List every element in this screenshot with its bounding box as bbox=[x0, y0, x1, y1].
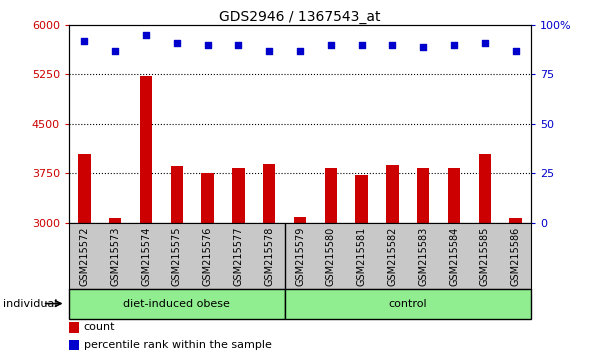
Text: control: control bbox=[388, 298, 427, 309]
Text: GSM215578: GSM215578 bbox=[264, 226, 274, 286]
Text: diet-induced obese: diet-induced obese bbox=[124, 298, 230, 309]
Point bbox=[141, 32, 151, 38]
Text: GSM215585: GSM215585 bbox=[480, 226, 490, 286]
Bar bbox=[69, 340, 79, 350]
Bar bbox=[69, 322, 79, 333]
Text: GSM215575: GSM215575 bbox=[172, 226, 182, 286]
Bar bbox=[202, 173, 214, 223]
Text: percentile rank within the sample: percentile rank within the sample bbox=[83, 340, 271, 350]
Bar bbox=[232, 167, 245, 223]
Point bbox=[480, 40, 490, 45]
Title: GDS2946 / 1367543_at: GDS2946 / 1367543_at bbox=[219, 10, 381, 24]
Point bbox=[388, 42, 397, 47]
Text: GSM215586: GSM215586 bbox=[511, 226, 521, 286]
Text: GSM215580: GSM215580 bbox=[326, 226, 336, 286]
Bar bbox=[448, 168, 460, 223]
Point bbox=[295, 48, 305, 53]
Point bbox=[418, 44, 428, 50]
Point bbox=[265, 48, 274, 53]
Text: GSM215572: GSM215572 bbox=[79, 226, 89, 286]
Text: GSM215577: GSM215577 bbox=[233, 226, 244, 286]
Text: GSM215576: GSM215576 bbox=[203, 226, 212, 286]
Text: GSM215573: GSM215573 bbox=[110, 226, 120, 286]
Text: GSM215582: GSM215582 bbox=[388, 226, 397, 286]
Bar bbox=[140, 76, 152, 223]
Bar bbox=[170, 166, 183, 223]
Point bbox=[110, 48, 120, 53]
Bar bbox=[325, 168, 337, 223]
Bar bbox=[386, 165, 398, 223]
Text: GSM215579: GSM215579 bbox=[295, 226, 305, 286]
Point bbox=[357, 42, 367, 47]
Bar bbox=[479, 154, 491, 223]
Point bbox=[233, 42, 243, 47]
Text: count: count bbox=[83, 322, 115, 332]
Bar bbox=[294, 217, 306, 223]
Point bbox=[326, 42, 335, 47]
Bar bbox=[417, 168, 430, 223]
Text: GSM215583: GSM215583 bbox=[418, 226, 428, 286]
Bar bbox=[284, 289, 531, 319]
Bar bbox=[509, 218, 522, 223]
Text: GSM215581: GSM215581 bbox=[356, 226, 367, 286]
Point bbox=[172, 40, 182, 45]
Point bbox=[203, 42, 212, 47]
Point bbox=[449, 42, 459, 47]
Text: GSM215574: GSM215574 bbox=[141, 226, 151, 286]
Bar bbox=[109, 218, 121, 223]
Text: GSM215584: GSM215584 bbox=[449, 226, 459, 286]
Point bbox=[80, 38, 89, 44]
Bar bbox=[263, 164, 275, 223]
Bar bbox=[69, 289, 284, 319]
Bar bbox=[355, 176, 368, 223]
Point bbox=[511, 48, 520, 53]
Bar bbox=[78, 154, 91, 223]
Text: individual: individual bbox=[3, 298, 58, 309]
